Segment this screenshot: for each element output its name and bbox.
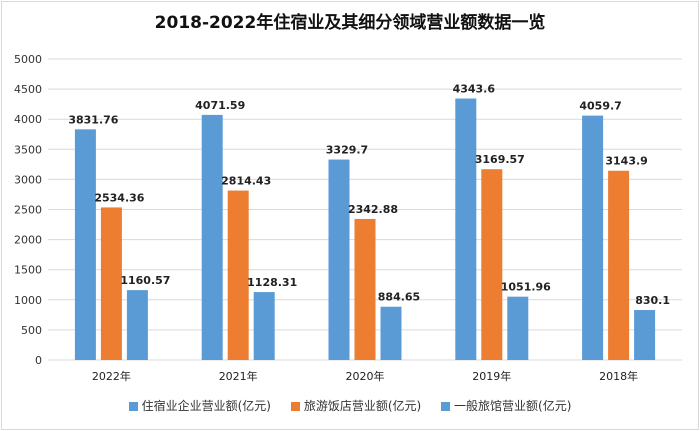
y-tick-label: 1500: [14, 264, 42, 277]
x-axis-ticks: 2022年 2021年 2020年 2019年 2018年: [92, 369, 638, 383]
y-tick-label: 500: [21, 324, 42, 337]
bars: [74, 98, 656, 361]
bar: [227, 190, 249, 360]
bar-value-label: 3831.76: [68, 113, 118, 126]
legend-label: 住宿业企业营业额(亿元): [141, 399, 271, 413]
bar-labels: 3831.76 2534.36 1160.57 4071.59 2814.43 1128.…: [68, 83, 670, 308]
legend: 住宿业企业营业额(亿元) 旅游饭店营业额(亿元) 一般旅馆营业额(亿元): [0, 397, 700, 414]
y-tick-label: 2000: [14, 234, 42, 247]
bar: [328, 159, 350, 360]
y-tick-label: 3500: [14, 143, 42, 156]
y-tick-label: 0: [35, 354, 42, 367]
bar: [507, 296, 529, 360]
bar-value-label: 2814.43: [221, 175, 271, 188]
legend-item: 旅游饭店营业额(亿元): [290, 397, 422, 414]
bar-value-label: 4343.6: [453, 83, 496, 96]
legend-label: 一般旅馆营业额(亿元): [454, 399, 572, 413]
gridlines: [48, 58, 682, 361]
y-tick-label: 4500: [14, 83, 42, 96]
bar: [608, 170, 630, 360]
legend-item: 住宿业企业营业额(亿元): [128, 397, 271, 414]
legend-label: 旅游饭店营业额(亿元): [303, 399, 422, 413]
bar-value-label: 1160.57: [120, 274, 170, 287]
bar-value-label: 4059.7: [579, 100, 621, 113]
y-axis-ticks: 0 500 1000 1500 2000 2500 3000 3500 4000 4500 5000: [14, 53, 42, 367]
bar-value-label: 884.65: [378, 291, 420, 304]
x-tick-label: 2022年: [92, 369, 131, 383]
bar: [455, 98, 477, 360]
bar-value-label: 2534.36: [94, 191, 144, 204]
bar: [74, 129, 96, 360]
bar: [354, 218, 376, 360]
bar: [582, 115, 604, 361]
bar-value-label: 3329.7: [326, 144, 368, 157]
bar: [634, 310, 656, 360]
bar-value-label: 4071.59: [195, 99, 245, 112]
y-tick-label: 1000: [14, 294, 42, 307]
legend-swatch: [128, 402, 138, 411]
x-tick-label: 2020年: [346, 369, 385, 383]
bar-value-label: 3143.9: [605, 155, 647, 168]
x-tick-label: 2021年: [219, 369, 258, 383]
y-tick-label: 2500: [14, 204, 42, 217]
bar-value-label: 830.1: [635, 294, 670, 307]
bar-value-label: 3169.57: [475, 153, 525, 166]
bar: [481, 169, 503, 360]
y-tick-label: 4000: [14, 113, 42, 126]
bar: [126, 290, 148, 360]
x-tick-label: 2019年: [472, 369, 511, 383]
x-tick-label: 2018年: [599, 369, 638, 383]
bar: [201, 114, 223, 360]
bar-value-label: 1051.96: [501, 281, 551, 294]
bar-value-label: 1128.31: [247, 276, 297, 289]
chart-title: 2018-2022年住宿业及其细分领域营业额数据一览: [154, 13, 546, 33]
y-tick-label: 5000: [14, 53, 42, 66]
legend-item: 一般旅馆营业额(亿元): [441, 397, 571, 414]
bar: [100, 207, 122, 360]
legend-swatch: [290, 402, 300, 411]
bar-value-label: 2342.88: [348, 203, 398, 216]
bar: [253, 292, 275, 360]
legend-swatch: [441, 402, 451, 411]
bar: [380, 306, 402, 360]
y-tick-label: 3000: [14, 173, 42, 186]
